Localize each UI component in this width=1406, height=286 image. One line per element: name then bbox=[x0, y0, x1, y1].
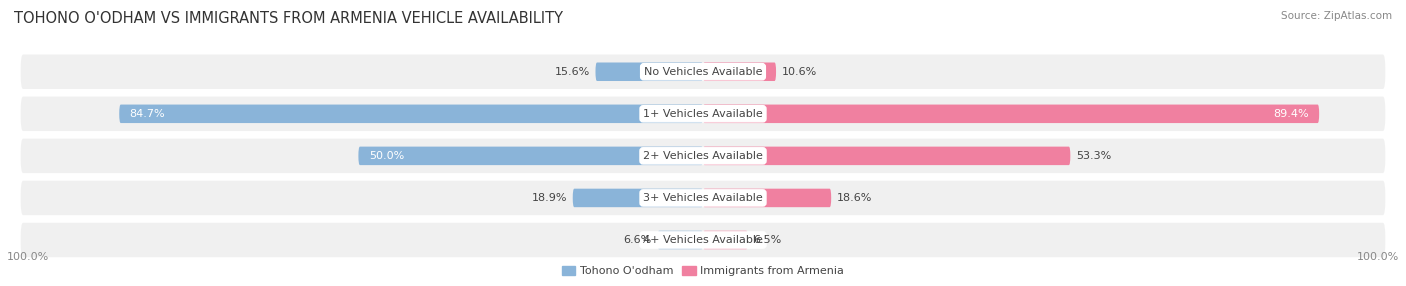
FancyBboxPatch shape bbox=[120, 105, 703, 123]
Text: 18.6%: 18.6% bbox=[837, 193, 872, 203]
FancyBboxPatch shape bbox=[703, 63, 776, 81]
Text: TOHONO O'ODHAM VS IMMIGRANTS FROM ARMENIA VEHICLE AVAILABILITY: TOHONO O'ODHAM VS IMMIGRANTS FROM ARMENI… bbox=[14, 11, 562, 26]
Text: 6.5%: 6.5% bbox=[754, 235, 782, 245]
Text: 18.9%: 18.9% bbox=[531, 193, 567, 203]
Text: 4+ Vehicles Available: 4+ Vehicles Available bbox=[643, 235, 763, 245]
Text: 100.0%: 100.0% bbox=[7, 253, 49, 262]
Text: 53.3%: 53.3% bbox=[1076, 151, 1111, 161]
FancyBboxPatch shape bbox=[21, 181, 1385, 215]
FancyBboxPatch shape bbox=[703, 231, 748, 249]
Text: 84.7%: 84.7% bbox=[129, 109, 165, 119]
Text: 1+ Vehicles Available: 1+ Vehicles Available bbox=[643, 109, 763, 119]
Text: 10.6%: 10.6% bbox=[782, 67, 817, 77]
FancyBboxPatch shape bbox=[21, 139, 1385, 173]
Text: 89.4%: 89.4% bbox=[1274, 109, 1309, 119]
Text: 100.0%: 100.0% bbox=[1357, 253, 1399, 262]
Text: 3+ Vehicles Available: 3+ Vehicles Available bbox=[643, 193, 763, 203]
FancyBboxPatch shape bbox=[658, 231, 703, 249]
FancyBboxPatch shape bbox=[703, 147, 1070, 165]
Text: Source: ZipAtlas.com: Source: ZipAtlas.com bbox=[1281, 11, 1392, 21]
Text: 15.6%: 15.6% bbox=[555, 67, 591, 77]
Legend: Tohono O'odham, Immigrants from Armenia: Tohono O'odham, Immigrants from Armenia bbox=[558, 261, 848, 281]
FancyBboxPatch shape bbox=[21, 223, 1385, 257]
Text: No Vehicles Available: No Vehicles Available bbox=[644, 67, 762, 77]
FancyBboxPatch shape bbox=[703, 105, 1319, 123]
FancyBboxPatch shape bbox=[703, 189, 831, 207]
FancyBboxPatch shape bbox=[359, 147, 703, 165]
Text: 50.0%: 50.0% bbox=[368, 151, 404, 161]
FancyBboxPatch shape bbox=[21, 97, 1385, 131]
FancyBboxPatch shape bbox=[572, 189, 703, 207]
Text: 2+ Vehicles Available: 2+ Vehicles Available bbox=[643, 151, 763, 161]
FancyBboxPatch shape bbox=[21, 55, 1385, 89]
FancyBboxPatch shape bbox=[596, 63, 703, 81]
Text: 6.6%: 6.6% bbox=[624, 235, 652, 245]
